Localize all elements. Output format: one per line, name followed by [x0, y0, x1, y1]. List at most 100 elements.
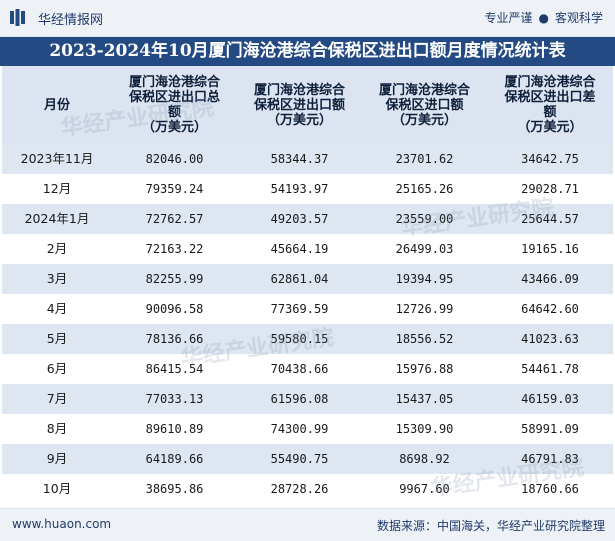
- value-cell: 86415.54: [145, 362, 204, 376]
- value-cell: 78136.66: [145, 332, 204, 346]
- value-cell: 62861.04: [270, 272, 329, 286]
- column-header-line: 月份: [43, 97, 70, 113]
- value-cell: 58344.37: [270, 152, 329, 166]
- footer: www.huaon.com 数据来源：中国海关，华经产业研究院整理: [0, 508, 615, 541]
- value-cell: 77369.59: [270, 302, 329, 316]
- value-cell: 25644.57: [521, 212, 579, 226]
- value-cell: 90096.58: [145, 302, 204, 316]
- month-cell: 2月: [46, 241, 68, 256]
- column-header-line: 厦门海沧港综合: [378, 82, 470, 98]
- value-cell: 74300.99: [270, 422, 329, 436]
- column-header: 厦门海沧港综合 保税区进口额 （万美元）: [362, 66, 487, 144]
- value-cell: 89610.89: [145, 422, 204, 436]
- value-cell: 29028.71: [521, 182, 579, 196]
- table-row: 2023年11月 82046.00 58344.37 23701.62 34642.75: [2, 144, 613, 174]
- value-cell: 54461.78: [521, 362, 579, 376]
- column-header-line: 保税区进出口总: [128, 90, 220, 105]
- value-cell: 41023.63: [521, 332, 579, 346]
- table-body: 2023年11月 82046.00 58344.37 23701.62 34642.75…: [2, 144, 613, 504]
- table-row: 2024年1月 72762.57 49203.57 23559.00 25644.57: [2, 204, 613, 234]
- table-row: 4月 90096.58 77369.59 12726.99 64642.60: [2, 294, 613, 324]
- value-cell: 58991.09: [521, 422, 579, 436]
- column-header-text: 月份: [44, 98, 70, 113]
- slogan-left: 专业严谨: [484, 11, 533, 25]
- value-cell: 26499.03: [395, 242, 454, 256]
- column-header-line: （万美元）: [266, 112, 332, 128]
- table-row: 8月 89610.89 74300.99 15309.90 58991.09: [2, 414, 613, 444]
- month-cell: 8月: [46, 421, 68, 436]
- value-cell: 49203.57: [270, 212, 329, 226]
- month-cell: 6月: [46, 361, 68, 376]
- column-header: 厦门海沧港综合 保税区进出口额 （万美元）: [237, 66, 362, 144]
- column-header-line: 保税区进出口额: [253, 97, 345, 113]
- value-cell: 15437.05: [395, 392, 454, 406]
- value-cell: 46791.83: [521, 452, 579, 466]
- page-title: 2023-2024年10月厦门海沧港综合保税区进出口额月度情况统计表: [0, 37, 615, 66]
- value-cell: 15309.90: [395, 422, 454, 436]
- huajing-logo-icon: [10, 9, 25, 26]
- month-cell: 2023年11月: [20, 151, 94, 166]
- table-header: 月份 厦门海沧港综合 保税区进出口总额（万美元） 厦门海沧港综合 保税区进出口额 （万美元…: [2, 66, 613, 144]
- month-cell: 2024年1月: [24, 211, 90, 226]
- column-header: 月份: [2, 66, 112, 144]
- table-row: 2月 72163.22 45664.19 26499.03 19165.16: [2, 234, 613, 264]
- column-header-text: 厦门海沧港综合 保税区进口额 （万美元）: [379, 83, 470, 128]
- column-header-line: （万美元）: [141, 120, 207, 135]
- site-url: www.huaon.com: [12, 517, 112, 531]
- value-cell: 19165.16: [521, 242, 579, 256]
- value-cell: 9967.60: [399, 482, 450, 496]
- column-header: 厦门海沧港综合 保税区进出口差额（万美元）: [487, 66, 613, 144]
- column-header-line: 厦门海沧港综合: [504, 75, 596, 90]
- slogan: 专业严谨 ● 客观科学: [484, 9, 603, 26]
- column-header-text: 厦门海沧港综合 保税区进出口差额（万美元）: [504, 75, 595, 135]
- column-header-text: 厦门海沧港综合 保税区进出口额 （万美元）: [254, 83, 345, 128]
- month-cell: 9月: [46, 451, 68, 466]
- value-cell: 61596.08: [270, 392, 329, 406]
- value-cell: 54193.97: [270, 182, 329, 196]
- month-cell: 5月: [46, 331, 68, 346]
- value-cell: 82255.99: [145, 272, 204, 286]
- value-cell: 45664.19: [270, 242, 329, 256]
- column-header: 厦门海沧港综合 保税区进出口总额（万美元）: [112, 66, 237, 144]
- table-row: 9月 64189.66 55490.75 8698.92 46791.83: [2, 444, 613, 474]
- value-cell: 59580.15: [270, 332, 329, 346]
- value-cell: 34642.75: [521, 152, 579, 166]
- column-header-line: 厦门海沧港综合: [253, 82, 345, 98]
- value-cell: 77033.13: [145, 392, 204, 406]
- month-cell: 3月: [46, 271, 68, 286]
- table-row: 10月 38695.86 28728.26 9967.60 18760.66: [2, 474, 613, 504]
- data-source: 数据来源：中国海关，华经产业研究院整理: [376, 519, 605, 533]
- month-cell: 10月: [42, 481, 72, 496]
- data-table: 月份 厦门海沧港综合 保税区进出口总额（万美元） 厦门海沧港综合 保税区进出口额 （万美元…: [2, 66, 613, 504]
- value-cell: 55490.75: [270, 452, 329, 466]
- table-row: 3月 82255.99 62861.04 19394.95 43466.09: [2, 264, 613, 294]
- month-cell: 7月: [46, 391, 68, 406]
- month-cell: 4月: [46, 301, 68, 316]
- column-header-line: 额: [543, 105, 557, 120]
- column-header-line: 厦门海沧港综合: [128, 75, 220, 90]
- table-row: 7月 77033.13 61596.08 15437.05 46159.03: [2, 384, 613, 414]
- table-row: 6月 86415.54 70438.66 15976.88 54461.78: [2, 354, 613, 384]
- column-header-line: （万美元）: [391, 112, 457, 128]
- value-cell: 12726.99: [395, 302, 454, 316]
- value-cell: 64642.60: [521, 302, 579, 316]
- value-cell: 82046.00: [145, 152, 204, 166]
- value-cell: 72762.57: [145, 212, 204, 226]
- column-header-text: 厦门海沧港综合 保税区进出口总额（万美元）: [129, 75, 220, 135]
- value-cell: 15976.88: [395, 362, 454, 376]
- top-bar: 华经情报网 专业严谨 ● 客观科学: [0, 0, 615, 37]
- value-cell: 25165.26: [395, 182, 454, 196]
- value-cell: 46159.03: [521, 392, 579, 406]
- value-cell: 38695.86: [145, 482, 204, 496]
- column-header-line: 额: [167, 105, 181, 120]
- value-cell: 19394.95: [395, 272, 454, 286]
- value-cell: 70438.66: [270, 362, 329, 376]
- table-row: 5月 78136.66 59580.15 18556.52 41023.63: [2, 324, 613, 354]
- value-cell: 79359.24: [145, 182, 204, 196]
- value-cell: 64189.66: [145, 452, 204, 466]
- value-cell: 18760.66: [521, 482, 579, 496]
- value-cell: 8698.92: [399, 452, 450, 466]
- value-cell: 28728.26: [270, 482, 329, 496]
- brand-name: 华经情报网: [38, 13, 104, 28]
